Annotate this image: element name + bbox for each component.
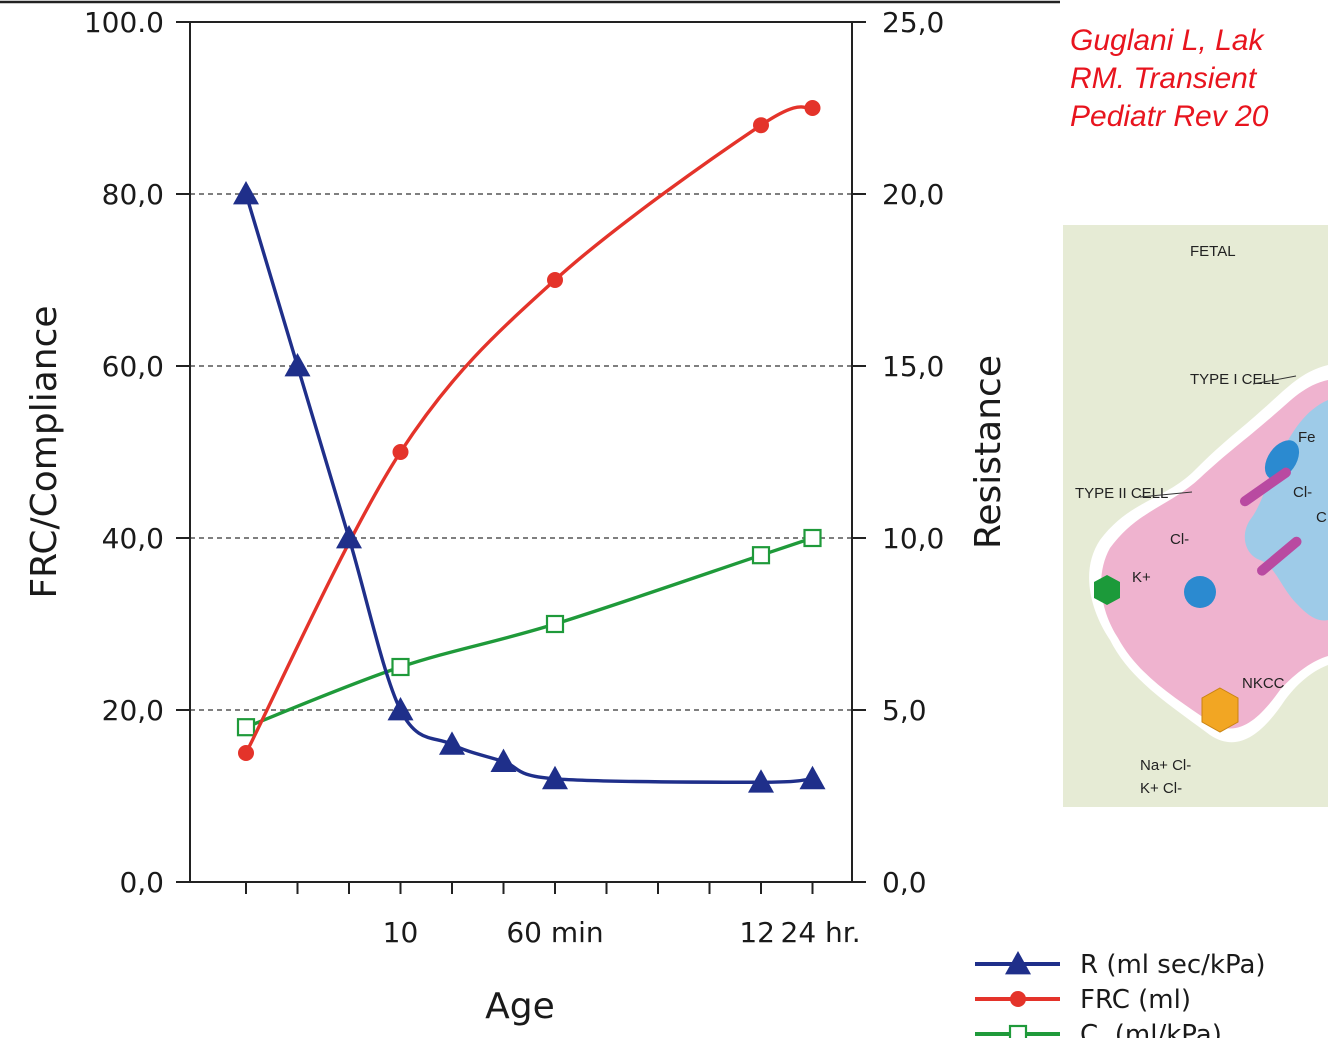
data-point-resistance-5 [439, 731, 465, 755]
label-fetal: FETAL [1190, 243, 1236, 260]
label-fe: Fe [1298, 429, 1316, 446]
leader-type1 [1252, 375, 1297, 385]
citation-text: Guglani L, Lak RM. Transient Pediatr Rev… [1070, 22, 1328, 136]
data-point-resistance-2 [284, 353, 311, 377]
data-point-frc-3 [547, 272, 563, 288]
plot-frame [189, 21, 853, 883]
leader-type2 [1139, 491, 1193, 498]
data-point-compliance-1 [236, 718, 256, 737]
y-right-tick-label: 25,0 [882, 6, 944, 39]
y-left-tick-label: 0,0 [119, 866, 164, 899]
nkcc-transporter-icon [1201, 687, 1239, 733]
x-tick-label: 10 [383, 916, 419, 949]
y-right-tick-label: 10,0 [882, 522, 944, 555]
legend-marker-frc [1010, 991, 1026, 1007]
nucleus-type1 [1264, 440, 1300, 480]
data-point-resistance-9 [799, 765, 826, 790]
data-point-frc-1 [238, 745, 254, 761]
citation-line-3: Pediatr Rev 20 [1070, 100, 1269, 133]
x-tick-label: 24 hr. [781, 916, 861, 949]
label-cl-a: Cl- [1293, 484, 1312, 501]
series-layer [233, 100, 826, 793]
y-left-tick-label: 20,0 [102, 694, 164, 727]
data-point-resistance-6 [490, 748, 517, 772]
y-right-tick-label: 0,0 [882, 866, 927, 899]
data-point-resistance-7 [542, 765, 568, 790]
citation-line-2: RM. Transient [1070, 62, 1257, 95]
data-point-resistance-8 [748, 769, 774, 793]
data-point-compliance-5 [803, 528, 822, 548]
lung-fluid [1244, 400, 1328, 621]
x-tick-label: 60 min [506, 916, 603, 949]
label-k-cl: K+ Cl- [1140, 780, 1182, 797]
chart-legend: R (ml sec/kPa) FRC (ml) CL (ml/kPa) [975, 950, 1266, 1038]
y-right-tick-label: 20,0 [882, 178, 944, 211]
y-left-tick-label: 100.0 [84, 6, 164, 39]
label-na-cl: Na+ Cl- [1140, 757, 1191, 774]
y-left-tick-label: 40,0 [102, 522, 164, 555]
x-tick-label: 12 [739, 916, 775, 949]
chart: 10 60 min 12 24 hr. 0,0 20,0 40,0 60,0 80,0 100.… [24, 6, 1266, 1038]
y-axis-right-title: Resistance [968, 355, 1009, 549]
data-point-resistance-1 [233, 181, 259, 205]
legend-label-compliance: CL (ml/kPa) [1080, 1020, 1222, 1038]
series-line-compliance [245, 536, 814, 729]
data-point-frc-4 [753, 117, 769, 134]
y-axis-left: 0,0 20,0 40,0 60,0 80,0 100.0 [84, 6, 190, 899]
legend-label-frc: FRC (ml) [1080, 985, 1191, 1015]
citation-line-1: Guglani L, Lak [1070, 24, 1264, 57]
data-point-compliance-4 [751, 546, 771, 565]
cl-channel-icon-1 [1239, 467, 1291, 507]
y-right-tick-label: 15,0 [882, 350, 944, 383]
data-point-resistance-3 [336, 525, 362, 549]
x-axis-title: Age [485, 986, 555, 1027]
nucleus-type2 [1184, 576, 1216, 608]
data-point-frc-2 [392, 444, 409, 460]
legend-marker-compliance [1008, 1024, 1028, 1038]
legend-subscript: L [1098, 1035, 1107, 1038]
legend-label-resistance: R (ml sec/kPa) [1080, 950, 1266, 980]
series-line-frc [244, 105, 814, 754]
fetal-lung-cell-diagram: FETAL TYPE I CELL TYPE II CELL Fe Cl- Cl… [1063, 225, 1328, 807]
label-cl-c: C [1316, 509, 1327, 526]
label-cl-b: Cl- [1170, 531, 1189, 548]
label-type2-cell: TYPE II CELL [1075, 485, 1168, 502]
label-kplus: K+ [1132, 569, 1151, 586]
data-point-resistance-4 [387, 697, 414, 721]
label-type1-cell: TYPE I CELL [1190, 371, 1279, 388]
data-point-compliance-2 [391, 657, 410, 677]
y-axis-right: 0,0 5,0 10,0 15,0 20,0 25,0 [852, 6, 944, 899]
y-axis-left-title: FRC/Compliance [24, 305, 65, 598]
y-right-tick-label: 5,0 [882, 694, 927, 727]
cl-channel-icon-2 [1257, 536, 1302, 576]
data-point-frc-5 [804, 100, 821, 116]
x-axis: 10 60 min 12 24 hr. [245, 882, 861, 949]
legend-marker-resistance [1005, 951, 1031, 975]
y-left-tick-label: 80,0 [102, 178, 164, 211]
y-left-tick-label: 60,0 [102, 350, 164, 383]
potassium-channel-icon [1094, 575, 1120, 605]
label-nkcc: NKCC [1242, 675, 1285, 692]
data-point-compliance-3 [545, 614, 565, 634]
